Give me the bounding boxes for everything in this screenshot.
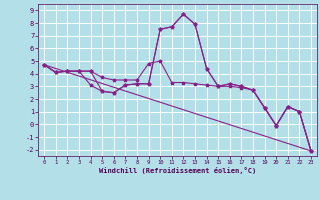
X-axis label: Windchill (Refroidissement éolien,°C): Windchill (Refroidissement éolien,°C) [99, 167, 256, 174]
